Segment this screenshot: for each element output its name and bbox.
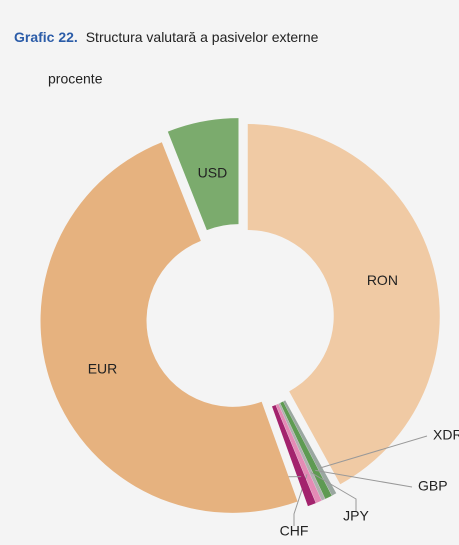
leader-line [310, 472, 357, 511]
donut-slice [40, 142, 298, 513]
slice-label: USD [198, 164, 228, 180]
title-label: Grafic 22. [14, 29, 78, 45]
slice-label: GBP [418, 478, 448, 494]
title-text: Structura valutară a pasivelor externe [86, 29, 319, 45]
leader-line [319, 435, 428, 469]
slice-label: XDR [433, 427, 459, 443]
subtitle: procente [48, 71, 103, 87]
slice-label: RON [367, 272, 398, 288]
donut-slice [280, 401, 332, 499]
slice-label: JPY [343, 508, 369, 524]
donut-slice [278, 403, 326, 501]
donut-slice [272, 405, 316, 507]
slice-label: CHF [280, 523, 309, 539]
slice-label: EUR [88, 361, 118, 377]
leader-line [315, 469, 413, 488]
donut-slice [247, 124, 440, 485]
donut-slice [275, 403, 322, 503]
chart-title: Grafic 22. Structura valutară a pasivelo… [14, 29, 319, 45]
donut-slice [167, 118, 239, 231]
